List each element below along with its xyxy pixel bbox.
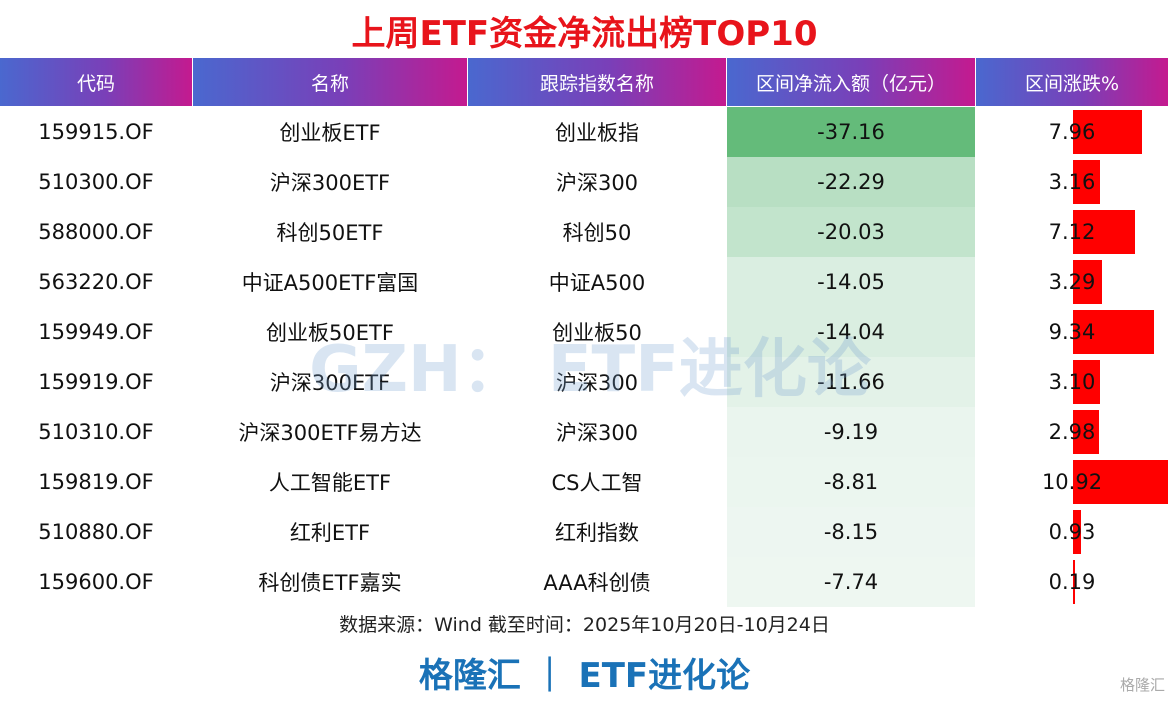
cell-text: 0.93 (1048, 520, 1096, 544)
cell-text: 创业板50ETF (266, 321, 394, 345)
header-cell: 区间涨跌% (976, 58, 1168, 106)
cell-text: 159600.OF (38, 570, 154, 594)
cell-text: 563220.OF (38, 270, 154, 294)
cell-text: 沪深300 (555, 421, 639, 445)
cell-text: 159915.OF (38, 120, 154, 144)
logo: 格隆汇 (1119, 676, 1165, 694)
cell-text: -11.66 (817, 370, 885, 394)
flow-shade (727, 357, 975, 407)
cell-text: 0.19 (1048, 570, 1096, 594)
cell-text: 7.96 (1048, 120, 1096, 144)
cell-text: 3.29 (1048, 270, 1096, 294)
flow-shade (727, 557, 975, 607)
cell-text: 创业板ETF (279, 121, 381, 145)
cell-text: -14.05 (817, 270, 885, 294)
cell-text: 创业板50 (552, 321, 642, 345)
cell-text: -22.29 (817, 170, 885, 194)
cell-text: 3.16 (1048, 170, 1096, 194)
cell-text: 科创债ETF嘉实 (258, 571, 402, 595)
cell-text: 中证A500 (548, 271, 646, 295)
cell-text: 7.12 (1048, 220, 1096, 244)
header-cell: 代码 (0, 58, 192, 106)
footer: 格隆汇 ｜ ETF进化论 (418, 656, 751, 696)
cell-text: -8.81 (823, 470, 879, 494)
cell-text: 红利ETF (289, 521, 371, 545)
cell-text: -9.19 (823, 420, 879, 444)
cell-text: 10.92 (1041, 470, 1103, 494)
flow-shade (727, 157, 975, 207)
cell-text: -37.16 (817, 120, 885, 144)
cell-text: 沪深300 (555, 171, 639, 195)
flow-shade (727, 207, 975, 257)
cell-text: 沪深300ETF (269, 171, 391, 195)
cell-text: -7.74 (823, 570, 879, 594)
cell-text: 510310.OF (38, 420, 154, 444)
header-cell: 区间净流入额（亿元） (727, 58, 975, 106)
cell-text: 9.34 (1048, 320, 1096, 344)
change-bar (1073, 460, 1168, 504)
cell-text: 159819.OF (38, 470, 154, 494)
change-bar (1073, 110, 1143, 154)
cell-text: 3.10 (1048, 370, 1096, 394)
cell-text: 红利指数 (555, 521, 639, 545)
cell-text: 588000.OF (38, 220, 154, 244)
cell-text: 沪深300 (555, 371, 639, 395)
cell-text: 159919.OF (38, 370, 154, 394)
flow-shade (727, 407, 975, 457)
flow-shade (727, 307, 975, 357)
cell-text: 创业板指 (555, 121, 639, 145)
cell-text: 沪深300ETF易方达 (238, 421, 422, 445)
header-cell: 名称 (193, 58, 467, 106)
cell-text: 人工智能ETF (268, 471, 392, 495)
change-bar (1073, 510, 1082, 554)
cell-text: 2.98 (1048, 420, 1096, 444)
source: 数据来源：Wind 截至时间：2025年10月20日-10月24日 (339, 614, 830, 636)
cell-text: 510880.OF (38, 520, 154, 544)
change-bar (1073, 560, 1075, 604)
cell-text: -14.04 (817, 320, 885, 344)
cell-text: CS人工智 (551, 471, 643, 495)
header-cell: 跟踪指数名称 (468, 58, 726, 106)
cell-text: 159949.OF (38, 320, 154, 344)
flow-shade (727, 457, 975, 507)
flow-shade (727, 257, 975, 307)
cell-text: 科创50 (562, 221, 632, 245)
cell-text: 510300.OF (38, 170, 154, 194)
cell-text: -20.03 (817, 220, 885, 244)
change-bar (1073, 160, 1101, 204)
change-bar (1073, 410, 1099, 454)
cell-text: 科创50ETF (276, 221, 384, 245)
change-bar (1073, 260, 1102, 304)
flow-shade (727, 107, 975, 157)
cell-text: 中证A500ETF富国 (241, 271, 419, 295)
title: 上周ETF资金净流出榜TOP10 (351, 14, 818, 54)
change-bar (1073, 310, 1155, 354)
change-bar (1073, 210, 1135, 254)
change-bar (1073, 360, 1100, 404)
cell-text: 沪深300ETF (269, 371, 391, 395)
cell-text: -8.15 (823, 520, 879, 544)
cell-text: AAA科创债 (543, 571, 651, 595)
flow-shade (727, 507, 975, 557)
